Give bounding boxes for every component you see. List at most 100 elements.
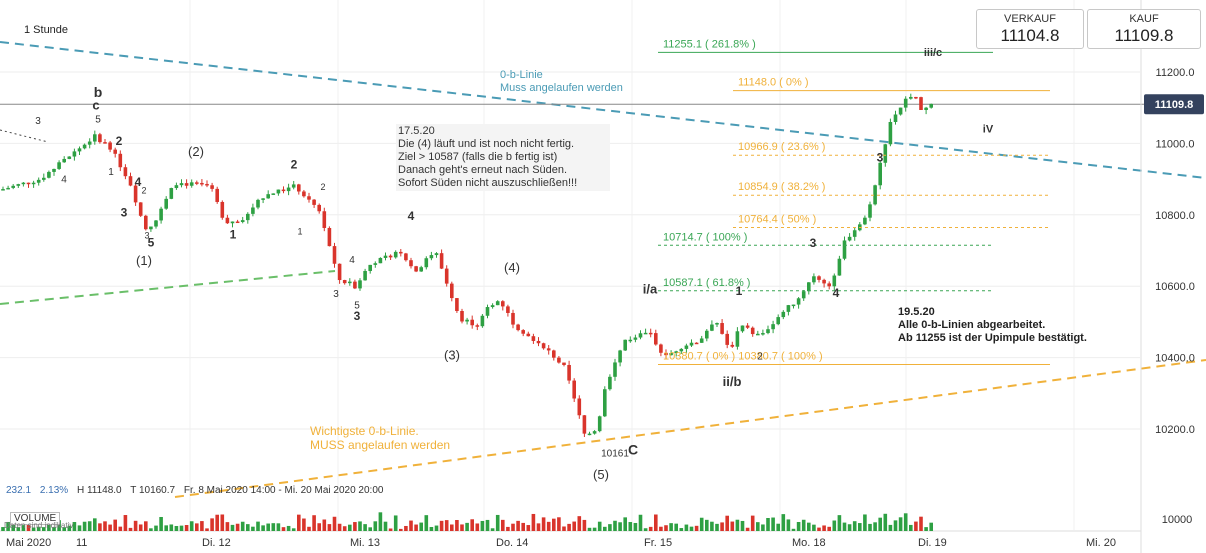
candle-body bbox=[664, 352, 668, 356]
volume-bar bbox=[414, 524, 418, 531]
volume-bar bbox=[526, 525, 531, 531]
candle-body bbox=[909, 96, 913, 99]
candle-body bbox=[62, 158, 66, 163]
wave-label: i/a bbox=[643, 281, 658, 296]
candle-body bbox=[317, 204, 321, 212]
note-line: Die (4) läuft und ist noch nicht fertig. bbox=[398, 138, 575, 150]
candle-body bbox=[837, 258, 842, 276]
volume-bar bbox=[832, 520, 837, 531]
candle-body bbox=[276, 189, 281, 194]
buy-value: 11109.8 bbox=[1114, 26, 1174, 45]
volume-bar bbox=[31, 527, 36, 531]
volume-bar bbox=[699, 517, 704, 531]
candle-body bbox=[256, 199, 260, 208]
wave-label: 3 bbox=[333, 289, 339, 300]
candle-body bbox=[174, 185, 179, 189]
candle-body bbox=[251, 207, 255, 214]
volume-bar bbox=[761, 524, 765, 531]
candle-body bbox=[654, 333, 658, 345]
volume-bar bbox=[373, 521, 378, 531]
candle-body bbox=[195, 182, 199, 184]
buy-quote-box[interactable]: KAUF 11109.8 bbox=[1087, 9, 1201, 49]
candle-body bbox=[348, 281, 352, 284]
fib-label: 10587.1 ( 61.8% ) bbox=[663, 277, 750, 289]
fib-label: 10764.4 ( 50% ) bbox=[738, 214, 816, 226]
current-price-tag bbox=[1144, 94, 1204, 115]
candle-body bbox=[699, 338, 704, 343]
x-tick-label: Mi. 20 bbox=[1086, 537, 1116, 549]
volume-bar bbox=[363, 524, 367, 531]
volume-bar bbox=[562, 526, 566, 531]
volume-bar bbox=[455, 520, 459, 531]
candle-body bbox=[766, 329, 770, 334]
candle-body bbox=[399, 251, 403, 254]
candle-body bbox=[133, 185, 138, 203]
fib-label: 10966.9 ( 23.6% ) bbox=[738, 141, 825, 153]
volume-bar bbox=[909, 524, 913, 531]
candle-body bbox=[796, 298, 801, 305]
candle-body bbox=[791, 304, 796, 307]
volume-bar bbox=[694, 525, 699, 531]
volume-bar bbox=[842, 522, 847, 531]
volume-label[interactable]: VOLUME bbox=[10, 512, 61, 525]
candle-body bbox=[628, 339, 633, 342]
volume-bar bbox=[439, 520, 444, 531]
candle-body bbox=[378, 257, 383, 264]
candle-body bbox=[302, 191, 306, 197]
volume-bar bbox=[710, 521, 714, 531]
wave-label: 4 bbox=[61, 175, 67, 186]
candle-body bbox=[750, 327, 755, 335]
candle-body bbox=[608, 376, 612, 390]
wave-label: 1 bbox=[108, 167, 114, 178]
candle-body bbox=[852, 230, 857, 237]
candle-body bbox=[618, 350, 622, 363]
candle-body bbox=[572, 380, 576, 399]
candle-body bbox=[36, 179, 41, 183]
volume-bar bbox=[409, 520, 413, 531]
candle-body bbox=[358, 280, 362, 289]
fib-label: 10854.9 ( 38.2% ) bbox=[738, 181, 825, 193]
volume-bar bbox=[541, 517, 546, 531]
note-line: Ab 11255 ist der Upimpule bestätigt. bbox=[898, 332, 1087, 344]
candle-body bbox=[383, 255, 388, 258]
candle-body bbox=[506, 306, 510, 313]
volume-bar bbox=[919, 516, 923, 531]
volume-bar bbox=[230, 524, 235, 531]
wave-label: 1 bbox=[297, 226, 302, 236]
wave-label: 1 bbox=[736, 284, 743, 298]
candle-body bbox=[368, 264, 372, 271]
candle-body bbox=[82, 144, 87, 149]
volume-bar bbox=[557, 517, 561, 531]
volume-bar bbox=[643, 528, 648, 531]
candle-body bbox=[771, 324, 775, 330]
candle-body bbox=[490, 305, 495, 308]
volume-bar bbox=[480, 520, 485, 531]
volume-bar bbox=[715, 523, 719, 531]
candle-body bbox=[21, 182, 26, 185]
candle-body bbox=[266, 194, 270, 199]
candle-body bbox=[761, 333, 765, 335]
volume-bar bbox=[138, 524, 143, 531]
volume-bar bbox=[648, 526, 653, 531]
volume-bar bbox=[82, 521, 87, 531]
candle-body bbox=[424, 258, 429, 268]
candle-body bbox=[240, 220, 245, 223]
volume-bar bbox=[276, 523, 281, 531]
wave-label: 4 bbox=[349, 255, 355, 266]
volume-bar bbox=[353, 522, 357, 531]
candle-body bbox=[373, 263, 378, 265]
candle-body bbox=[409, 260, 413, 267]
volume-bar bbox=[771, 517, 775, 531]
fib-label: 10380.7 ( 0% ) 10380.7 ( 100% ) bbox=[663, 350, 823, 362]
volume-bar bbox=[465, 522, 469, 531]
candle-body bbox=[903, 98, 908, 108]
volume-bar bbox=[103, 521, 107, 531]
candle-body bbox=[98, 134, 102, 143]
volume-bar bbox=[317, 523, 321, 531]
wave-label: c bbox=[92, 97, 99, 112]
candle-body bbox=[149, 226, 153, 230]
volume-bar bbox=[817, 527, 821, 531]
sell-quote-box[interactable]: VERKAUF 11104.8 bbox=[976, 9, 1084, 49]
